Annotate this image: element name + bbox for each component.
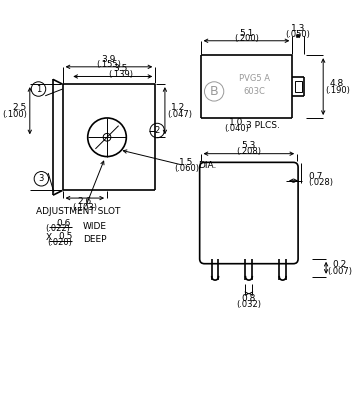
Text: 1.0: 1.0 [229,118,244,127]
Text: (.047): (.047) [167,110,192,119]
Text: 3: 3 [39,174,44,183]
Text: 2: 2 [155,126,160,135]
Text: (.208): (.208) [236,147,261,156]
Text: X: X [45,233,51,242]
Text: 2.5: 2.5 [13,103,27,112]
Text: (.100): (.100) [2,110,27,119]
Text: (.060): (.060) [174,164,200,173]
Text: (.040): (.040) [224,124,249,133]
Text: 0.2: 0.2 [333,260,347,270]
Text: 0.7: 0.7 [309,172,323,181]
Text: (.050): (.050) [286,30,310,38]
Text: (.028): (.028) [309,178,334,187]
Text: 3.5: 3.5 [113,64,128,73]
Text: 3.9: 3.9 [102,54,116,64]
Text: PVG5 A: PVG5 A [239,74,270,83]
Text: 1.3: 1.3 [291,24,305,33]
Text: 0.5: 0.5 [58,232,72,241]
Text: 5.1: 5.1 [239,28,254,38]
Text: 5.3: 5.3 [242,142,256,150]
Text: (.007): (.007) [327,267,352,276]
Text: 4.8: 4.8 [330,79,344,88]
Bar [295,81,302,92]
Text: WIDE: WIDE [83,222,107,230]
Text: 0.8: 0.8 [242,294,256,303]
Text: 2.6: 2.6 [78,198,92,206]
Text: 0.6: 0.6 [56,219,70,228]
Text: (.020): (.020) [47,238,72,247]
Text: (.139): (.139) [108,70,133,79]
Text: 3 PLCS.: 3 PLCS. [246,121,280,130]
Text: (.022): (.022) [46,224,70,234]
Text: ADJUSTMENT SLOT: ADJUSTMENT SLOT [36,207,120,216]
Text: 1.2: 1.2 [171,103,185,112]
Text: B: B [210,85,219,98]
Text: (.190): (.190) [325,86,350,95]
Text: (.200): (.200) [234,34,259,43]
Text: 603C: 603C [243,87,265,96]
Text: (.032): (.032) [236,300,261,309]
Text: DIA.: DIA. [198,161,216,170]
Text: (.103): (.103) [72,203,97,212]
Text: 1: 1 [36,84,41,94]
Text: DEEP: DEEP [83,235,106,244]
Text: 1.5: 1.5 [179,158,193,167]
Text: (.155): (.155) [96,60,121,69]
